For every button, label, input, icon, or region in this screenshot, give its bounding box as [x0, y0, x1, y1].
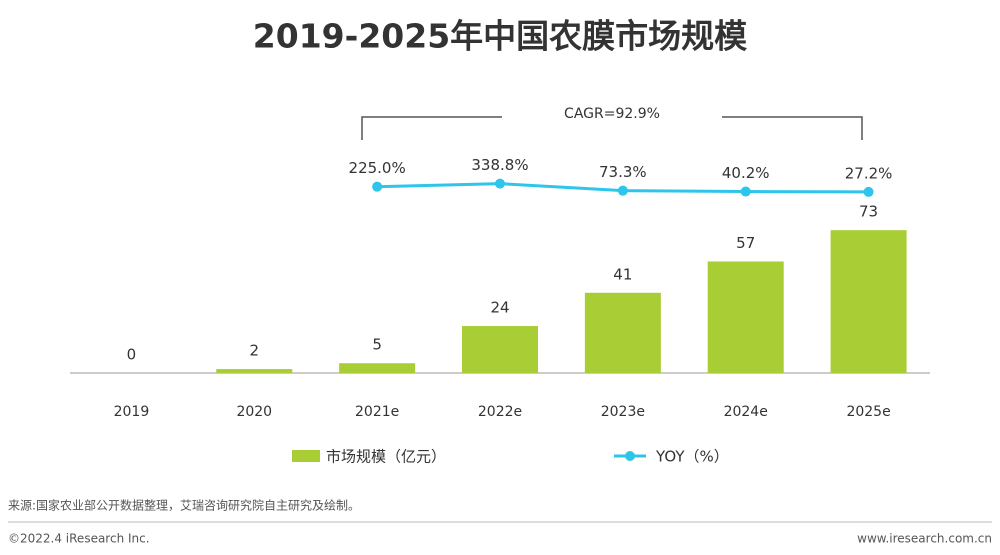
- bar: [216, 369, 293, 373]
- data-label: 57: [736, 234, 755, 252]
- website: www.iresearch.com.cn: [857, 532, 992, 546]
- x-tick-label: 2024e: [724, 404, 768, 420]
- data-label: 27.2%: [845, 164, 893, 182]
- data-label: 73: [859, 203, 878, 221]
- data-label: 24: [490, 299, 509, 317]
- bar: [830, 230, 907, 373]
- x-tick-label: 2021e: [355, 404, 399, 420]
- bar: [707, 261, 784, 373]
- legend-swatch: [292, 450, 320, 462]
- legend-label: 市场规模（亿元）: [326, 448, 446, 466]
- yoy-point: [863, 186, 874, 197]
- legend-swatch: [625, 451, 635, 461]
- x-tick-label: 2019: [114, 404, 150, 420]
- bar: [339, 363, 416, 373]
- data-label: 0: [127, 346, 137, 364]
- yoy-point: [740, 186, 751, 197]
- cagr-bracket: [361, 116, 863, 140]
- yoy-point: [372, 181, 383, 192]
- source: 来源:国家农业部公开数据整理，艾瑞咨询研究院自主研究及绘制。: [8, 498, 360, 513]
- data-label: 2: [250, 342, 260, 360]
- copyright: ©2022.4 iResearch Inc.: [8, 532, 150, 546]
- data-label: 40.2%: [722, 164, 770, 182]
- annotation: CAGR=92.9%: [564, 106, 660, 122]
- yoy-point: [617, 185, 628, 196]
- data-label: 338.8%: [471, 156, 528, 174]
- yoy-point: [495, 178, 505, 189]
- x-tick-label: 2025e: [846, 404, 890, 420]
- x-tick-label: 2022e: [478, 404, 522, 420]
- data-label: 225.0%: [349, 159, 406, 177]
- data-label: 41: [613, 265, 632, 283]
- data-label: 5: [372, 336, 382, 354]
- bar: [462, 326, 538, 373]
- bar: [584, 292, 661, 373]
- x-tick-label: 2023e: [601, 404, 645, 420]
- legend-label: YOY（%）: [655, 448, 729, 466]
- data-label: 73.3%: [599, 163, 647, 181]
- chart-title: 2019-2025年中国农膜市场规模: [253, 17, 748, 56]
- x-tick-label: 2020: [236, 404, 272, 420]
